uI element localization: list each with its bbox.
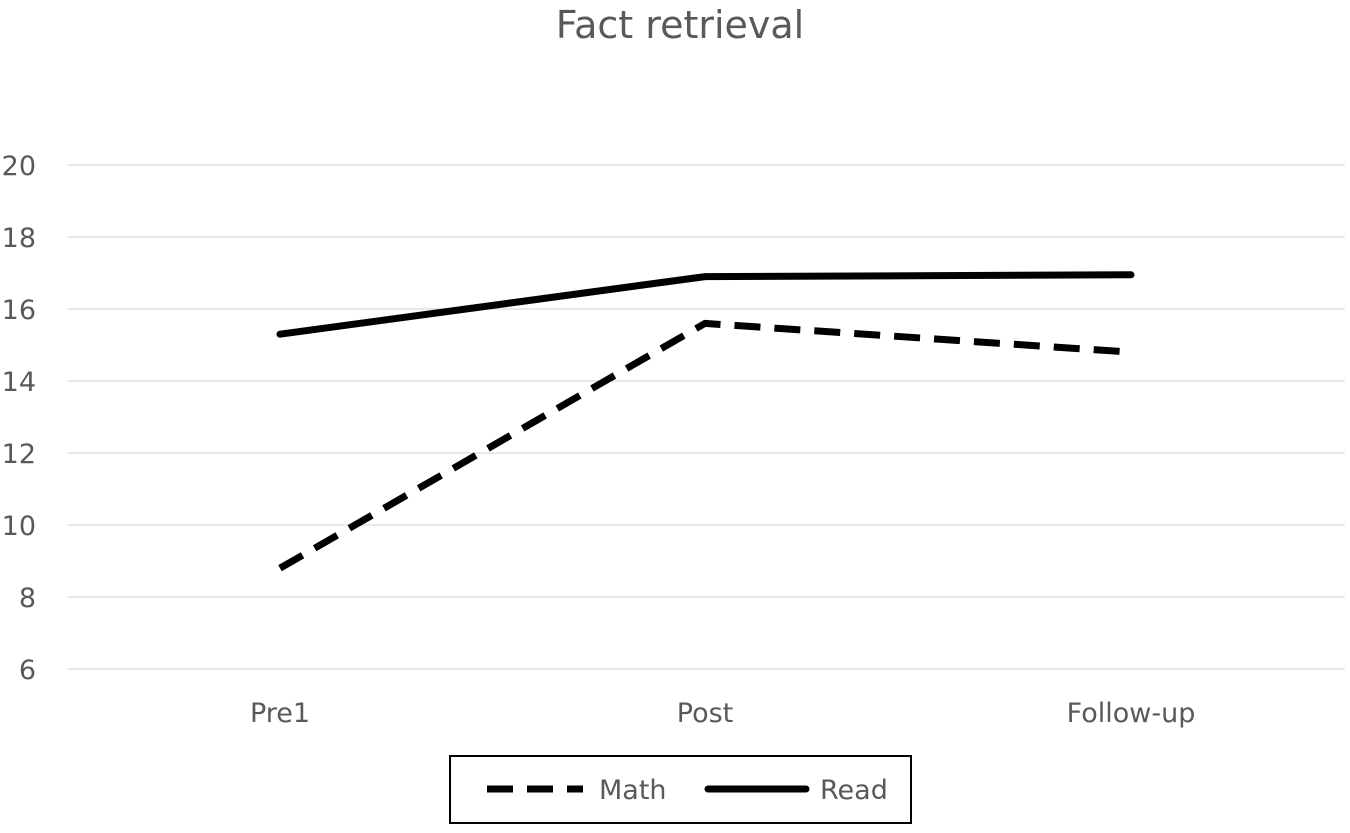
legend-box <box>449 755 912 824</box>
y-tick-label: 16 <box>2 295 36 326</box>
gridlines <box>68 164 1345 670</box>
series-lines <box>276 271 1135 572</box>
y-tick-label: 18 <box>2 223 36 254</box>
x-tick-label: Follow-up <box>1067 698 1196 729</box>
legend-label-read: Read <box>820 775 888 806</box>
x-tick-label: Post <box>677 698 734 729</box>
series-line-read <box>276 271 1135 338</box>
x-axis-ticks: Pre1 Post Follow-up <box>250 698 1195 729</box>
y-tick-label: 14 <box>2 367 36 398</box>
y-tick-label: 12 <box>2 439 36 470</box>
legend-label-math: Math <box>599 775 667 806</box>
y-tick-label: 10 <box>2 511 36 542</box>
x-tick-label: Pre1 <box>250 698 310 729</box>
chart-title: Fact retrieval <box>556 3 804 47</box>
legend: Math Read <box>449 755 912 824</box>
y-tick-label: 6 <box>19 655 36 686</box>
y-tick-label: 20 <box>2 151 36 182</box>
y-axis-ticks: 6 8 10 12 14 16 18 20 <box>2 151 36 686</box>
y-tick-label: 8 <box>19 583 36 614</box>
series-line-math <box>278 319 1132 572</box>
